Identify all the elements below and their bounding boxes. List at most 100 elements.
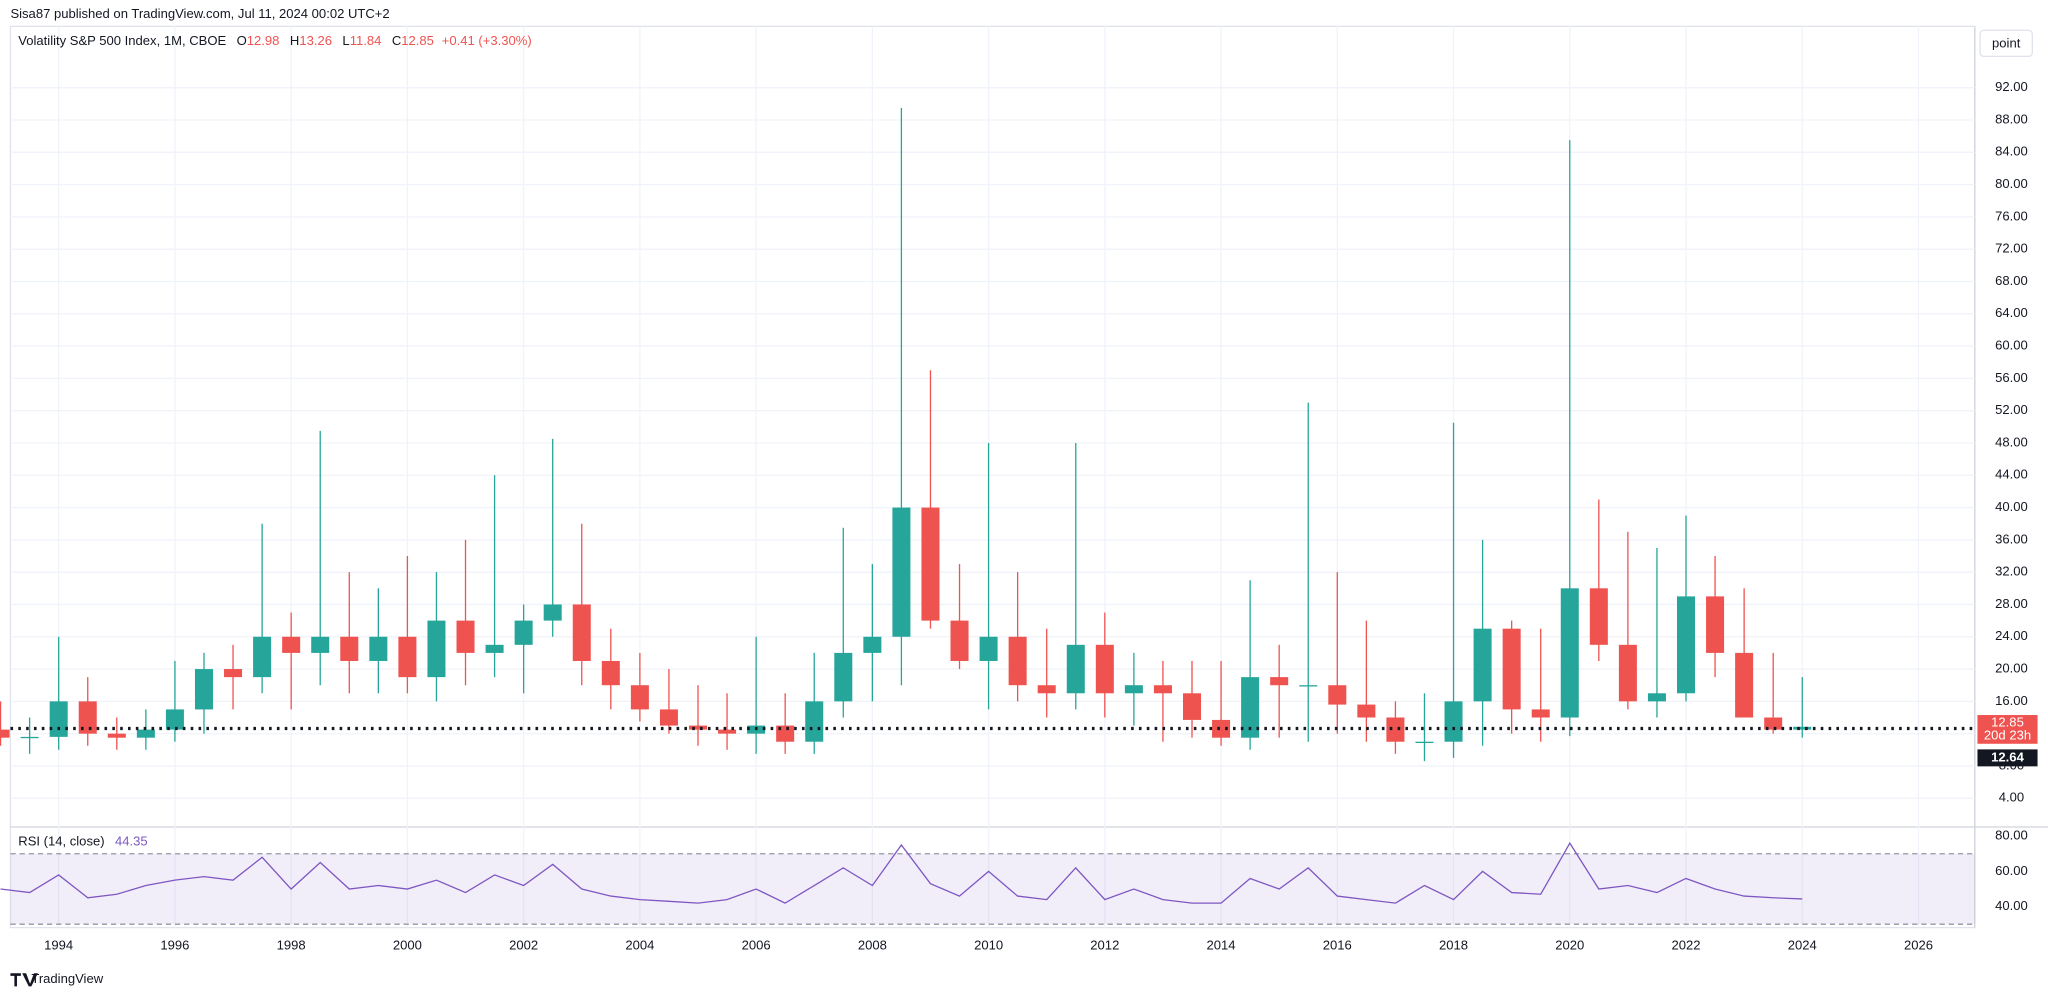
legend-item: Volatility S&P 500 Index, 1M, CBOE [18, 33, 226, 48]
x-tick-label: 2012 [1090, 937, 1119, 952]
candle-body [1095, 644, 1114, 694]
candle-body [1473, 628, 1492, 702]
y-tick-label: 48.00 [1995, 434, 2028, 449]
candle-body [1386, 717, 1405, 742]
legend-item: L [342, 33, 349, 48]
x-tick-label: 2000 [393, 937, 422, 952]
hline-box [1977, 749, 2038, 767]
candle-body [107, 733, 126, 738]
candle-body [601, 660, 620, 686]
candle-body [688, 725, 708, 730]
y-tick-label: 16.00 [1995, 693, 2028, 708]
candle-body [659, 709, 678, 726]
legend-item: 12.85 [401, 33, 434, 48]
candle-body [1124, 685, 1143, 694]
x-tick-label: 1994 [44, 937, 73, 952]
candle-body [369, 636, 388, 661]
candle-body [49, 701, 68, 737]
candle-body [165, 709, 184, 730]
candle-body [1764, 717, 1783, 730]
rsi-value: 44.35 [115, 834, 148, 849]
x-tick-label: 2008 [858, 937, 887, 952]
candle-body [805, 701, 824, 742]
y-tick-label: 72.00 [1995, 241, 2028, 256]
candle-body [194, 669, 213, 710]
candle-body [892, 507, 911, 637]
x-tick-label: 2016 [1323, 937, 1352, 952]
y-tick-label: 68.00 [1995, 273, 2028, 288]
candle-body [1589, 588, 1608, 645]
x-tick-label: 2002 [509, 937, 538, 952]
candle-body [1328, 685, 1347, 705]
candle-body [1531, 709, 1550, 718]
candle-body [311, 636, 330, 653]
candle-body [1182, 693, 1202, 720]
unit-button-label[interactable]: point [1992, 35, 2021, 50]
candle-body [834, 652, 853, 702]
candle-body [1444, 701, 1463, 742]
candle-body [20, 736, 39, 739]
last-price-label: 12.85 [1991, 714, 2024, 729]
brand-logo [10, 973, 38, 987]
legend-item: +0.41 (+3.30%) [442, 33, 532, 48]
legend-item: 12.98 [247, 33, 280, 48]
candle-body [1415, 741, 1434, 744]
legend-item: 11.84 [350, 33, 382, 48]
x-tick-label: 2020 [1555, 937, 1584, 952]
candle-body [1357, 704, 1376, 718]
candle-body [1153, 685, 1172, 694]
legend-item: C [392, 33, 401, 48]
candle-body [340, 636, 359, 661]
rsi-legend: RSI (14, close) 44.35 [18, 834, 147, 849]
y-tick-label: 76.00 [1995, 208, 2028, 223]
y-tick-label: 60.00 [1995, 863, 2028, 878]
candle-body [630, 685, 649, 710]
x-tick-label: 2022 [1671, 937, 1700, 952]
y-tick-label: 88.00 [1995, 111, 2028, 126]
candle-body [253, 636, 272, 678]
y-tick-label: 80.00 [1995, 176, 2028, 191]
y-tick-label: 24.00 [1995, 628, 2028, 643]
unit-button[interactable] [1979, 29, 2033, 58]
candle-body [1706, 596, 1725, 653]
plot-frame [9, 25, 1976, 929]
y-tick-label: 32.00 [1995, 564, 2028, 579]
y-tick-label: 56.00 [1995, 370, 2028, 385]
brand: TradingView [31, 971, 103, 986]
candle-body [78, 701, 97, 734]
y-tick-label: 20.00 [1995, 661, 2028, 676]
candle-body [921, 507, 940, 621]
y-tick-label: 92.00 [1995, 79, 2028, 94]
candle-body [1241, 677, 1260, 738]
candle-body [1676, 596, 1696, 694]
y-tick-label: 4.00 [1999, 790, 2024, 805]
candle-body [1008, 636, 1027, 686]
y-tick-label: 44.00 [1995, 467, 2028, 482]
countdown-label: 20d 23h [1984, 727, 2031, 742]
candle-body [1502, 628, 1521, 710]
x-tick-label: 2026 [1904, 937, 1933, 952]
publisher: Sisa87 published on TradingView.com, Jul… [10, 6, 389, 21]
candle-body [718, 729, 737, 734]
candle-body [1647, 693, 1666, 702]
x-tick-label: 1996 [160, 937, 189, 952]
candle-body [1735, 652, 1754, 718]
candle-body [1270, 677, 1289, 686]
candle-body [514, 620, 533, 645]
legend-item: 13.26 [299, 33, 332, 48]
candle-body [136, 729, 155, 738]
x-tick-label: 2010 [974, 937, 1003, 952]
candle-body [979, 636, 998, 661]
candle-body [427, 620, 446, 678]
candle-body [485, 644, 504, 653]
candle-body [1212, 719, 1231, 738]
candle-body [282, 636, 301, 653]
candle-body [572, 604, 591, 661]
y-tick-label: 36.00 [1995, 531, 2028, 546]
rsi-band [10, 853, 1975, 925]
candle-body [1793, 726, 1812, 730]
y-tick-label: 28.00 [1995, 596, 2028, 611]
candle-body [456, 620, 475, 653]
hline-label: 12.64 [1991, 749, 2024, 764]
